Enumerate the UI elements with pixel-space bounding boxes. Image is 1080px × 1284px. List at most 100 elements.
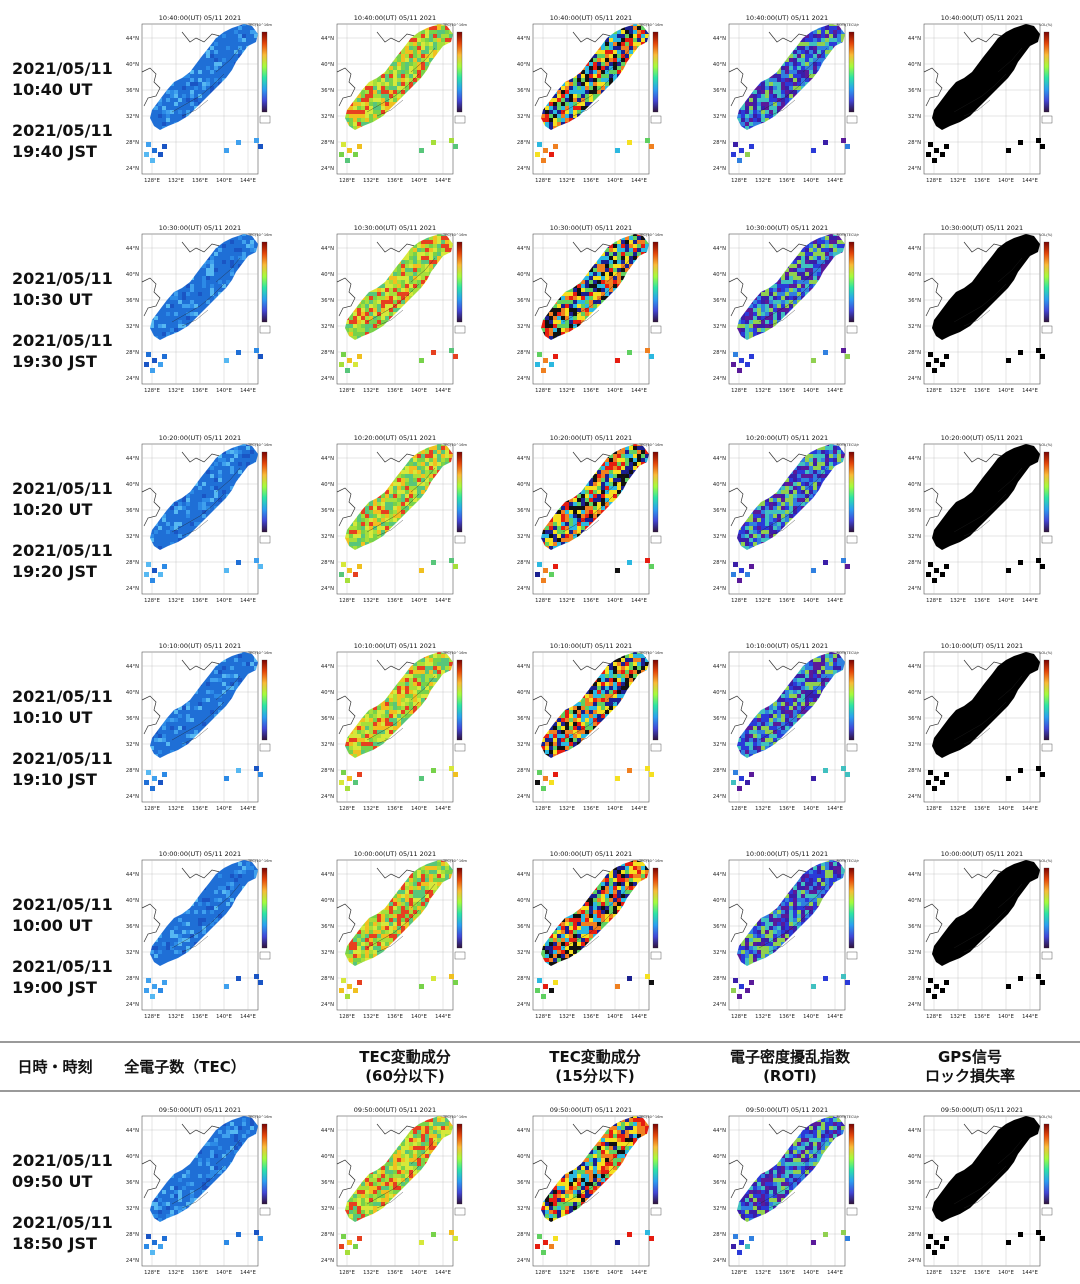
data-cell [214,256,218,260]
data-cell [589,74,593,78]
data-cell [825,30,829,34]
data-cell [625,38,629,42]
data-cell [182,320,186,324]
data-cell [421,34,425,38]
data-cell [206,70,210,74]
data-cell [773,78,777,82]
data-cell [968,74,972,78]
data-cell [202,86,206,90]
data-cell [825,42,829,46]
data-cell [1040,82,1044,86]
data-cell [573,94,577,98]
data-cell [222,264,226,268]
data-cell [178,86,182,90]
data-cell [1004,38,1008,42]
data-cell [936,122,940,126]
data-cell [234,240,238,244]
data-cell [206,82,210,86]
data-cell [952,98,956,102]
data-cell [397,94,401,98]
data-cell [258,54,262,58]
data-cell [210,54,214,58]
data-cell [409,82,413,86]
data-cell [417,70,421,74]
data-cell [186,304,190,308]
data-cell [549,102,553,106]
lon-tick-label: 144°E [1022,178,1038,184]
data-cell [361,122,365,126]
data-cell [409,62,413,66]
data-cell [765,110,769,114]
data-cell [745,122,749,126]
data-cell [453,86,457,90]
lat-tick-label: 36°N [908,88,921,94]
data-cell [174,90,178,94]
data-cell [976,82,980,86]
data-cell [1012,50,1016,54]
data-cell [389,66,393,70]
data-cell [353,102,357,106]
data-cell [765,98,769,102]
data-cell [585,82,589,86]
data-cell [222,38,226,42]
data-cell [781,66,785,70]
data-cell [413,78,417,82]
data-cell [944,118,948,122]
data-cell [453,34,457,38]
data-cell [633,38,637,42]
data-cell [182,308,186,312]
data-cell [960,98,964,102]
data-cell [577,82,581,86]
data-cell [964,90,968,94]
data-cell [385,94,389,98]
data-cell [258,126,262,130]
data-cell [158,122,162,126]
data-cell [761,102,765,106]
data-cell [393,74,397,78]
data-cell [549,118,553,122]
data-cell [964,98,968,102]
data-cell [381,86,385,90]
data-cell [773,82,777,86]
island-cell [144,152,149,157]
data-cell [429,38,433,42]
data-cell [369,90,373,94]
data-cell [797,78,801,82]
data-cell [198,70,202,74]
data-cell [797,62,801,66]
data-cell [397,58,401,62]
data-cell [242,38,246,42]
lat-tick-label: 40°N [713,62,726,68]
data-cell [845,58,849,62]
data-cell [573,86,577,90]
data-cell [453,106,457,110]
data-cell [178,324,182,328]
lon-tick-label: 128°E [731,178,747,184]
data-cell [230,30,234,34]
data-cell [409,74,413,78]
data-cell [377,78,381,82]
data-cell [234,248,238,252]
data-cell [1000,50,1004,54]
data-cell [1008,54,1012,58]
data-cell [793,74,797,78]
data-cell [545,114,549,118]
data-cell [805,54,809,58]
data-cell [453,82,457,86]
data-cell [258,312,262,316]
data-cell [389,102,393,106]
data-cell [202,90,206,94]
data-cell [242,26,246,30]
data-cell [258,50,262,54]
data-cell [361,102,365,106]
logo-box [260,116,270,123]
data-cell [1040,78,1044,82]
data-cell [968,106,972,110]
data-cell [976,102,980,106]
data-cell [801,54,805,58]
data-cell [749,114,753,118]
data-cell [190,312,194,316]
data-cell [621,42,625,46]
data-cell [194,300,198,304]
